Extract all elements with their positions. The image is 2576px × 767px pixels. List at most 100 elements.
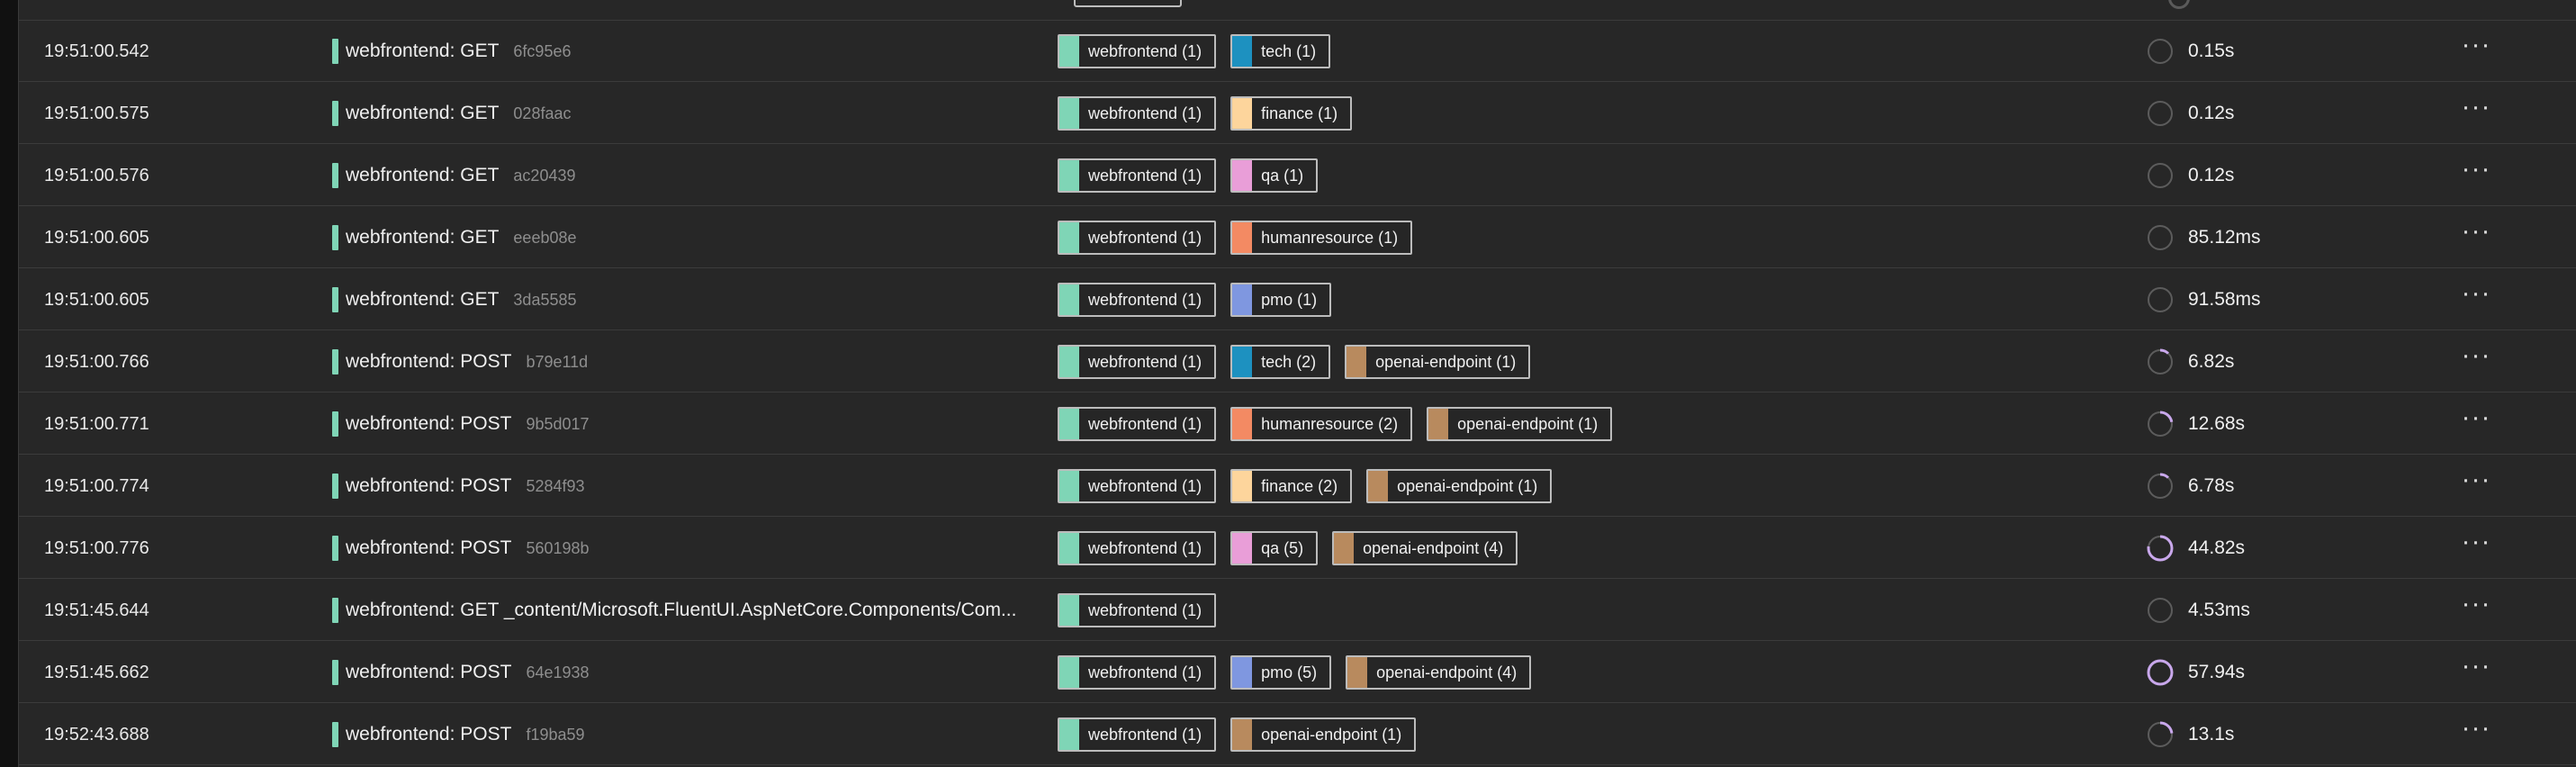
span-tag-openai-endpoint[interactable]: openai-endpoint (1) xyxy=(1230,717,1417,752)
trace-name: webfrontend: POST xyxy=(346,537,512,558)
span-tag-webfrontend[interactable]: webfrontend (1) xyxy=(1058,469,1217,503)
span-tag-label: webfrontend (1) xyxy=(1088,600,1202,619)
span-tag-label: pmo (5) xyxy=(1261,663,1318,681)
duration-value: 13.1s xyxy=(2188,724,2235,744)
span-tag-tech[interactable]: tech (1) xyxy=(1230,34,1331,68)
span-tag-webfrontend[interactable]: webfrontend (1) xyxy=(1058,407,1217,441)
duration-value: 6.82s xyxy=(2188,351,2235,372)
trace-name-cell[interactable]: webfrontend: GET 6fc95e6 xyxy=(332,21,571,82)
tag-color-swatch xyxy=(1059,98,1079,129)
row-actions-button[interactable]: ··· xyxy=(2449,207,2503,268)
span-tag-pmo[interactable]: pmo (1) xyxy=(1230,283,1332,317)
trace-name-cell[interactable]: webfrontend: GET _content/Microsoft.Flue… xyxy=(332,580,1016,641)
span-tag-webfrontend[interactable]: webfrontend (1) xyxy=(1058,593,1217,627)
ellipsis-icon[interactable]: ··· xyxy=(2461,589,2491,618)
trace-name-cell[interactable]: webfrontend: GET 3da5585 xyxy=(332,269,577,330)
span-tag-qa[interactable]: qa (1) xyxy=(1230,158,1319,193)
span-tag-webfrontend[interactable]: webfrontend (1) xyxy=(1058,158,1217,193)
row-actions-button[interactable]: ··· xyxy=(2449,393,2503,455)
tag-color-swatch xyxy=(1059,719,1079,750)
ellipsis-icon[interactable]: ··· xyxy=(2461,92,2491,122)
table-row[interactable]: 19:51:45.644 webfrontend: GET _content/Mi… xyxy=(19,580,2576,641)
span-tag-finance[interactable]: finance (1) xyxy=(1230,96,1353,131)
ellipsis-icon[interactable]: ··· xyxy=(2461,465,2491,494)
service-color-bar xyxy=(332,660,338,685)
duration-cell: 57.94s xyxy=(2147,642,2245,703)
trace-name-cell[interactable]: webfrontend: POST 9b5d017 xyxy=(332,393,590,455)
duration-cell: 13.1s xyxy=(2147,704,2234,765)
duration-value: 6.78s xyxy=(2188,475,2235,496)
trace-id: b79e11d xyxy=(526,352,589,371)
table-row[interactable]: 19:51:00.766 webfrontend: POST b79e11d webf… xyxy=(19,331,2576,393)
span-tag-webfrontend[interactable]: webfrontend (1) xyxy=(1058,96,1217,131)
table-row-partial xyxy=(19,0,2576,21)
spans-cell: webfrontend (1) tech (1) xyxy=(1058,21,1331,82)
span-tag-pmo[interactable]: pmo (5) xyxy=(1230,655,1332,690)
ellipsis-icon[interactable]: ··· xyxy=(2461,216,2491,246)
service-color-bar xyxy=(332,39,338,64)
span-tag-openai-endpoint[interactable]: openai-endpoint (4) xyxy=(1346,655,1532,690)
row-actions-button[interactable]: ··· xyxy=(2449,704,2503,765)
span-tag-humanresource[interactable]: humanresource (2) xyxy=(1230,407,1413,441)
trace-name: webfrontend: GET xyxy=(346,165,500,185)
row-actions-button[interactable]: ··· xyxy=(2449,518,2503,579)
span-tag-humanresource[interactable]: humanresource (1) xyxy=(1230,221,1413,255)
trace-name-cell[interactable]: webfrontend: GET eeeb08e xyxy=(332,207,577,268)
span-tag-qa[interactable]: qa (5) xyxy=(1230,531,1319,565)
trace-name-cell[interactable]: webfrontend: POST 5284f93 xyxy=(332,456,585,517)
span-tag-webfrontend[interactable]: webfrontend (1) xyxy=(1058,221,1217,255)
duration-cell: 0.12s xyxy=(2147,145,2234,206)
ellipsis-icon[interactable]: ··· xyxy=(2461,30,2491,59)
span-tag-tech[interactable]: tech (2) xyxy=(1230,345,1331,379)
ellipsis-icon[interactable]: ··· xyxy=(2461,154,2491,184)
span-tag-webfrontend[interactable]: webfrontend (1) xyxy=(1058,531,1217,565)
span-tag-openai-endpoint[interactable]: openai-endpoint (4) xyxy=(1332,531,1518,565)
ellipsis-icon[interactable]: ··· xyxy=(2461,713,2491,743)
timestamp: 19:51:00.771 xyxy=(44,413,149,434)
span-tag-webfrontend[interactable]: webfrontend (1) xyxy=(1058,655,1217,690)
table-row[interactable]: 19:51:00.774 webfrontend: POST 5284f93 webf… xyxy=(19,456,2576,517)
trace-name-cell[interactable]: webfrontend: GET 028faac xyxy=(332,83,571,144)
timestamp: 19:51:00.774 xyxy=(44,475,149,496)
span-tag-openai-endpoint[interactable]: openai-endpoint (1) xyxy=(1427,407,1613,441)
row-actions-button[interactable]: ··· xyxy=(2449,21,2503,82)
table-row[interactable]: 19:51:00.542 webfrontend: GET 6fc95e6 webfr… xyxy=(19,21,2576,82)
row-actions-button[interactable]: ··· xyxy=(2449,83,2503,144)
row-actions-button[interactable]: ··· xyxy=(2449,456,2503,517)
service-color-bar xyxy=(332,536,338,561)
row-actions-button[interactable]: ··· xyxy=(2449,580,2503,641)
ellipsis-icon[interactable]: ··· xyxy=(2461,278,2491,308)
span-tag-openai-endpoint[interactable]: openai-endpoint (1) xyxy=(1366,469,1553,503)
ellipsis-icon[interactable]: ··· xyxy=(2461,340,2491,370)
trace-name-cell[interactable]: webfrontend: POST 560198b xyxy=(332,518,590,579)
row-actions-button[interactable]: ··· xyxy=(2449,145,2503,206)
row-actions-button[interactable]: ··· xyxy=(2449,331,2503,393)
trace-name-cell[interactable]: webfrontend: GET ac20439 xyxy=(332,145,576,206)
table-row[interactable]: 19:51:45.662 webfrontend: POST 64e1938 webf… xyxy=(19,642,2576,703)
trace-name-cell[interactable]: webfrontend: POST 64e1938 xyxy=(332,642,590,703)
duration-progress-ring xyxy=(2148,163,2173,188)
ellipsis-icon[interactable]: ··· xyxy=(2461,402,2491,432)
duration-cell: 0.12s xyxy=(2147,83,2234,144)
table-row[interactable]: 19:51:00.771 webfrontend: POST 9b5d017 webf… xyxy=(19,393,2576,455)
table-row[interactable]: 19:51:00.605 webfrontend: GET 3da5585 webfr… xyxy=(19,269,2576,330)
timestamp: 19:51:00.605 xyxy=(44,289,149,310)
row-actions-button[interactable]: ··· xyxy=(2449,269,2503,330)
table-row[interactable]: 19:51:00.576 webfrontend: GET ac20439 webfr… xyxy=(19,145,2576,206)
span-tag-webfrontend[interactable]: webfrontend (1) xyxy=(1058,717,1217,752)
table-row[interactable]: 19:51:00.776 webfrontend: POST 560198b webf… xyxy=(19,518,2576,579)
row-actions-button[interactable]: ··· xyxy=(2449,642,2503,703)
span-tag-openai-endpoint[interactable]: openai-endpoint (1) xyxy=(1345,345,1531,379)
table-row[interactable]: 19:51:00.575 webfrontend: GET 028faac webfr… xyxy=(19,83,2576,144)
trace-name-cell[interactable]: webfrontend: POST f19ba59 xyxy=(332,704,585,765)
ellipsis-icon[interactable]: ··· xyxy=(2461,651,2491,681)
span-tag-webfrontend[interactable]: webfrontend (1) xyxy=(1058,345,1217,379)
span-tag-webfrontend[interactable]: webfrontend (1) xyxy=(1058,34,1217,68)
table-row[interactable]: 19:51:00.605 webfrontend: GET eeeb08e webfr… xyxy=(19,207,2576,268)
ellipsis-icon[interactable]: ··· xyxy=(2461,527,2491,556)
table-row[interactable]: 19:52:43.688 webfrontend: POST f19ba59 webf… xyxy=(19,704,2576,765)
span-tag-finance[interactable]: finance (2) xyxy=(1230,469,1353,503)
timestamp: 19:51:00.605 xyxy=(44,227,149,248)
span-tag-webfrontend[interactable]: webfrontend (1) xyxy=(1058,283,1217,317)
trace-name-cell[interactable]: webfrontend: POST b79e11d xyxy=(332,331,588,393)
